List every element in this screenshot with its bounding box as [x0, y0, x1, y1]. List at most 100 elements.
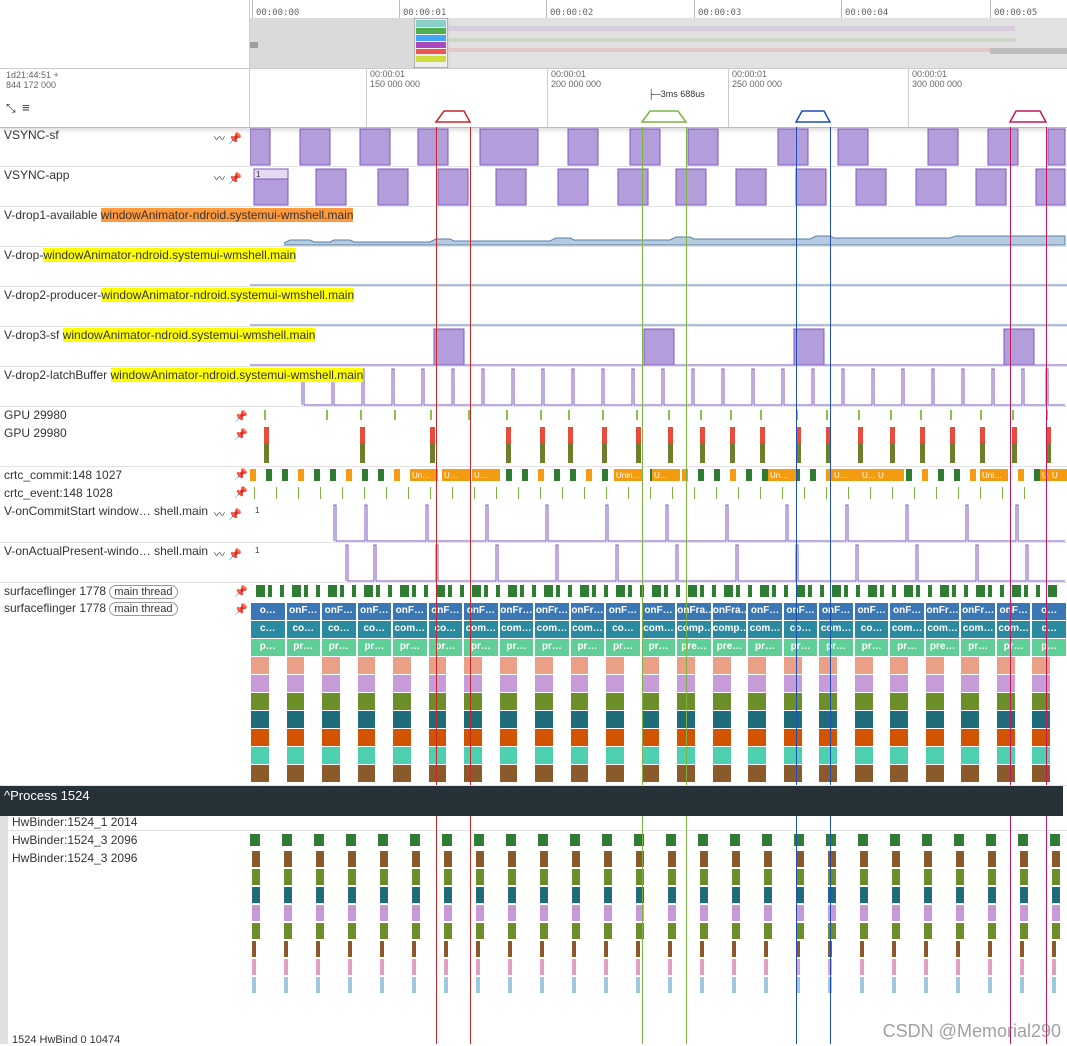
sf-slice[interactable]	[783, 711, 802, 728]
hwbinder-slice[interactable]	[316, 869, 324, 885]
hwbinder-state-slice[interactable]	[602, 834, 612, 846]
sf-slice[interactable]	[641, 693, 660, 710]
sf-slice[interactable]	[783, 765, 802, 782]
hwbinder-slice[interactable]	[348, 941, 352, 957]
sf-slice[interactable]	[464, 675, 482, 692]
hwbinder-slice[interactable]	[700, 887, 708, 903]
hwbinder-slice[interactable]	[1052, 923, 1060, 939]
sf-slice[interactable]	[570, 729, 589, 746]
sf-slice[interactable]	[570, 711, 589, 728]
sf-slice[interactable]	[677, 675, 695, 692]
hwbinder-slice-stack[interactable]	[250, 831, 1067, 1043]
hwbinder-state-slice[interactable]	[1050, 834, 1060, 846]
sf-slice[interactable]	[464, 693, 482, 710]
hwbinder-slice[interactable]	[796, 977, 800, 993]
hwbinder-slice[interactable]	[572, 887, 580, 903]
sf-slice[interactable]: onF…	[819, 603, 853, 620]
hwbinder-slice[interactable]	[956, 977, 960, 993]
hwbinder-slice[interactable]	[764, 851, 772, 867]
hwbinder-slice[interactable]	[348, 905, 356, 921]
hwbinder-slice[interactable]	[572, 977, 576, 993]
hwbinder-slice[interactable]	[252, 869, 260, 885]
sf-slice[interactable]	[251, 675, 269, 692]
hwbinder-slice[interactable]	[380, 977, 384, 993]
chart-pin-icons[interactable]: 〰 📌	[214, 509, 242, 521]
sf-slice[interactable]: pr…	[322, 639, 356, 656]
collapse-all-icon[interactable]: ⤡	[6, 101, 16, 115]
hwbinder-slice[interactable]	[476, 887, 484, 903]
sf-slice[interactable]	[286, 729, 305, 746]
hwbinder-slice[interactable]	[860, 851, 868, 867]
sf-slice[interactable]: com…	[925, 621, 960, 638]
sf-slice[interactable]	[251, 765, 269, 782]
hwbinder-slice[interactable]	[604, 959, 608, 975]
sf-slice[interactable]	[819, 747, 838, 764]
sf-slice[interactable]	[925, 657, 944, 674]
hwbinder-slice[interactable]	[988, 959, 992, 975]
sf-slice[interactable]	[535, 711, 553, 728]
hwbinder-slice[interactable]	[636, 869, 644, 885]
hwbinder-slice[interactable]	[412, 941, 416, 957]
sf-slice[interactable]	[393, 675, 411, 692]
sf-slice[interactable]	[322, 657, 340, 674]
hwbinder-slice[interactable]	[1052, 851, 1060, 867]
hwbinder-slice[interactable]	[828, 905, 836, 921]
sf-slice[interactable]: com…	[464, 621, 498, 638]
hwbinder-slice[interactable]	[540, 869, 548, 885]
hwbinder-slice[interactable]	[860, 887, 868, 903]
hwbinder-slice[interactable]	[796, 887, 804, 903]
sf-slice[interactable]	[357, 729, 376, 746]
hwbinder-slice[interactable]	[284, 887, 292, 903]
sf-slice[interactable]	[641, 711, 660, 728]
sf-slice[interactable]	[712, 657, 731, 674]
hwbinder-slice[interactable]	[764, 959, 768, 975]
hwbinder-slice[interactable]	[732, 941, 736, 957]
hwbinder-slice[interactable]	[1020, 977, 1024, 993]
hwbinder-slice[interactable]	[636, 941, 640, 957]
sf-slice[interactable]: pr…	[996, 639, 1031, 656]
hwbinder-slice[interactable]	[444, 887, 452, 903]
sf-slice[interactable]	[499, 747, 518, 764]
sf-slice[interactable]	[677, 729, 695, 746]
hwbinder-slice[interactable]	[924, 977, 928, 993]
sf-slice[interactable]	[535, 675, 553, 692]
hwbinder-slice[interactable]	[636, 923, 644, 939]
hwbinder-slice[interactable]	[892, 905, 900, 921]
sf-slice[interactable]	[286, 747, 305, 764]
hwbinder-slice[interactable]	[828, 923, 836, 939]
hwbinder-state-slice[interactable]	[922, 834, 932, 846]
hwbinder-state-slice[interactable]	[538, 834, 548, 846]
sf-slice[interactable]: onFra…	[712, 603, 747, 620]
hwbinder-slice[interactable]	[380, 941, 384, 957]
sf-slice[interactable]	[251, 657, 269, 674]
hwbinder-slice[interactable]	[252, 887, 260, 903]
track-vdrop1-available[interactable]: V-drop1-available windowAnimator-ndroid.…	[0, 207, 1067, 247]
sf-slice[interactable]	[677, 765, 695, 782]
sf-slice[interactable]	[393, 729, 411, 746]
sf-slice[interactable]: pre…	[925, 639, 960, 656]
sf-slice[interactable]	[712, 729, 731, 746]
sf-slice[interactable]	[641, 765, 660, 782]
hwbinder-state-slice[interactable]	[570, 834, 580, 846]
hwbinder-slice[interactable]	[924, 941, 928, 957]
sf-slice[interactable]: pre…	[677, 639, 711, 656]
hwbinder-slice[interactable]	[284, 851, 292, 867]
hwbinder-slice[interactable]	[700, 977, 704, 993]
pin-icon[interactable]: 📌	[234, 586, 248, 598]
sf-slice[interactable]	[464, 729, 482, 746]
hwbinder-slice[interactable]	[860, 905, 868, 921]
sf-slice[interactable]	[1032, 747, 1051, 764]
sf-slice[interactable]	[357, 657, 376, 674]
sf-slice[interactable]: c…	[251, 621, 285, 638]
sf-slice[interactable]	[890, 657, 909, 674]
hwbinder-slice[interactable]	[348, 887, 356, 903]
sf-slice[interactable]	[286, 657, 305, 674]
flag-markers[interactable]	[250, 107, 1067, 127]
sf-slice[interactable]	[996, 693, 1015, 710]
hwbinder-slice[interactable]	[732, 959, 736, 975]
hwbinder-slice[interactable]	[668, 959, 672, 975]
hwbinder-slice[interactable]	[860, 869, 868, 885]
sf-slice[interactable]	[712, 693, 731, 710]
sf-slice[interactable]	[677, 747, 695, 764]
sf-slice[interactable]	[890, 675, 909, 692]
